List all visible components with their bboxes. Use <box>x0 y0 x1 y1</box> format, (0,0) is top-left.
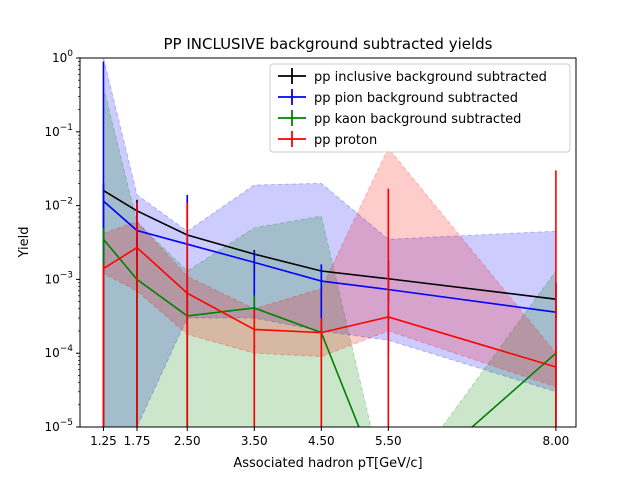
legend-box <box>269 63 571 153</box>
plot-frame <box>79 57 577 428</box>
point-3-4 <box>320 331 323 334</box>
point-1-3 <box>253 261 256 264</box>
point-3-5 <box>387 316 390 318</box>
legend-label-0: pp inclusive background subtracted <box>314 70 547 85</box>
point-3-2 <box>186 292 189 295</box>
axes: 1.25 1.75 2.50 3.50 4.50 5.50 8.00 10−5 10−4 10−3… <box>44 49 577 448</box>
chart-title: PP INCLUSIVE background subtracted yield… <box>163 35 492 53</box>
y-tick-label: 10−5 <box>44 418 73 434</box>
point-2-3 <box>253 307 256 309</box>
x-tick-label: 1.75 <box>124 434 151 448</box>
y-tick-label: 10−4 <box>44 344 73 360</box>
point-1-0 <box>102 200 105 202</box>
point-3-6 <box>555 366 557 368</box>
y-axis-label: Yield <box>17 227 32 259</box>
y-tick-label: 10−1 <box>44 123 73 139</box>
x-tick-label: 2.50 <box>174 434 201 448</box>
x-tick-label: 5.50 <box>375 434 402 448</box>
band-2 <box>102 87 557 427</box>
x-tick-label: 8.00 <box>543 434 570 448</box>
x-axis-label: Associated hadron pT[GeV/c] <box>233 456 422 471</box>
series-lines <box>102 61 557 427</box>
legend-label-3: pp proton <box>314 133 377 148</box>
x-tick-label: 4.50 <box>308 434 335 448</box>
point-3-1 <box>136 246 138 249</box>
point-1-4 <box>320 280 323 282</box>
point-3-0 <box>102 267 105 270</box>
y-tick-label: 100 <box>52 49 73 65</box>
legend-label-1: pp pion background subtracted <box>314 91 518 106</box>
legend-label-2: pp kaon background subtracted <box>314 112 521 127</box>
x-tick-label: 1.25 <box>90 434 117 448</box>
point-3-3 <box>253 328 256 331</box>
point-2-0 <box>102 238 105 241</box>
x-tick-label: 3.50 <box>241 434 268 448</box>
y-tick-label: 10−3 <box>44 270 73 286</box>
y-tick-label: 10−2 <box>44 197 73 213</box>
legend: pp inclusive background subtracted pp pio… <box>269 63 571 153</box>
